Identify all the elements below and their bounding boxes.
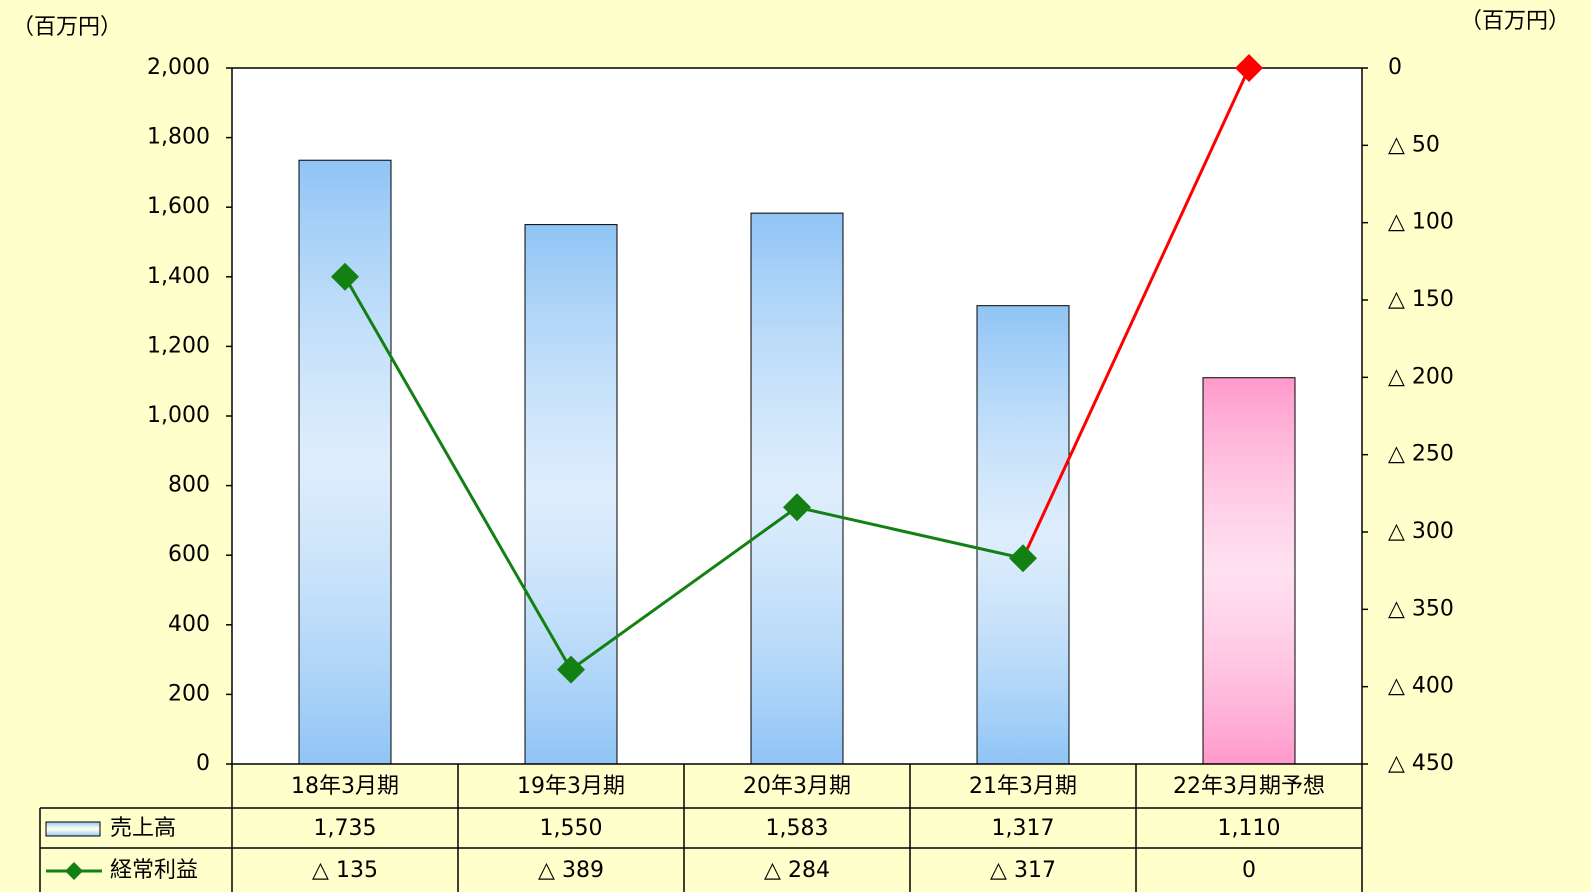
table-value: 1,735 [314,816,377,841]
bar [750,212,844,765]
table-value: 1,550 [540,816,603,841]
y2-tick-label: △ 100 [1388,210,1454,235]
y2-tick-label: △ 150 [1388,287,1454,312]
bar [298,159,392,765]
table-value: 1,110 [1218,816,1281,841]
line-segment [1021,67,1251,559]
bar [1202,377,1296,765]
y2-tick-label: △ 450 [1388,751,1454,776]
marker [1235,54,1263,82]
line-segment [570,506,798,671]
y-tick-label: 0 [196,751,210,776]
y-tick-label: 800 [168,473,210,498]
y2-tick-label: 0 [1388,55,1402,80]
table-value: 1,583 [766,816,829,841]
bar [976,305,1070,765]
y-tick-label: 1,600 [147,194,210,219]
table-value: △ 317 [990,858,1056,883]
legend-marker [65,862,83,880]
y2-tick-label: △ 350 [1388,596,1454,621]
y-axis-label: （百万円） [12,15,122,40]
marker [557,655,585,684]
marker [783,493,811,522]
line-segment [796,505,1024,560]
x-tick-label: 20年3月期 [743,774,851,799]
table-value: △ 284 [764,858,830,883]
y-tick-label: 600 [168,542,210,567]
legend-label: 経常利益 [110,858,198,883]
line-segment [343,276,573,671]
y-tick-label: 400 [168,612,210,637]
y-tick-label: 1,400 [147,264,210,289]
legend-label: 売上高 [110,816,176,841]
y2-tick-label: △ 300 [1388,519,1454,544]
table-value: 0 [1242,858,1256,883]
y-tick-label: 200 [168,681,210,706]
y-tick-label: 1,000 [147,403,210,428]
marker [1009,544,1037,573]
y2-axis-label: （百万円） [1460,9,1570,34]
y2-tick-label: △ 50 [1388,132,1440,157]
table-value: 1,317 [992,816,1055,841]
x-tick-label: 18年3月期 [291,774,399,799]
y-tick-label: 1,200 [147,333,210,358]
y-tick-label: 1,800 [147,125,210,150]
marker [331,262,359,291]
x-tick-label: 19年3月期 [517,774,625,799]
y2-tick-label: △ 200 [1388,364,1454,389]
x-tick-label: 22年3月期予想 [1173,774,1325,799]
y2-tick-label: △ 400 [1388,674,1454,699]
x-tick-label: 21年3月期 [969,774,1077,799]
table-value: △ 389 [538,858,604,883]
legend-swatch [45,821,101,837]
table-value: △ 135 [312,858,378,883]
y-tick-label: 2,000 [147,55,210,80]
y2-tick-label: △ 250 [1388,442,1454,467]
